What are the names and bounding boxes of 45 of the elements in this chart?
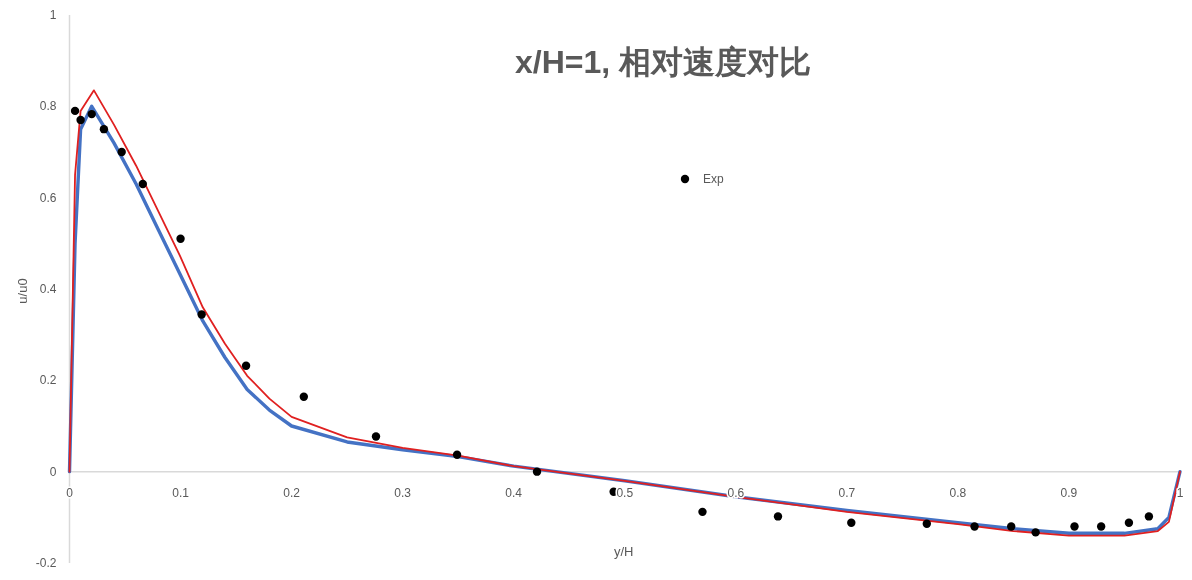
point	[922, 519, 932, 528]
x-tick-label: 0.5	[616, 485, 634, 500]
point	[1124, 518, 1134, 528]
y-tick-label: -0.2	[35, 556, 57, 570]
point	[117, 147, 126, 157]
y-tick-label: 0.6	[39, 190, 57, 205]
x-tick-label: 0.9	[1060, 485, 1078, 500]
point	[847, 518, 856, 528]
x-axis-title: y/H	[614, 544, 634, 559]
point	[1031, 528, 1040, 537]
x-tick-label: 0.4	[505, 485, 523, 500]
point	[1070, 522, 1079, 531]
point	[371, 432, 381, 441]
point	[176, 234, 185, 243]
point	[87, 109, 96, 119]
point	[197, 310, 206, 319]
x-tick-label: 0	[66, 485, 74, 500]
point	[698, 507, 707, 517]
point	[452, 450, 462, 459]
x-tick-label: 0.8	[949, 485, 967, 500]
legend-label: Exp	[703, 172, 724, 186]
point	[1144, 512, 1154, 521]
y-tick-label: 1	[49, 8, 57, 22]
point	[138, 179, 147, 189]
point	[1007, 522, 1016, 531]
point	[773, 512, 783, 521]
y-tick-label: 0.8	[39, 99, 57, 114]
x-tick-label: 0.1	[172, 485, 190, 500]
point	[299, 392, 309, 401]
point	[970, 522, 979, 531]
y-tick-label: 0.2	[39, 373, 57, 388]
point	[532, 467, 542, 476]
x-tick-label: 0.2	[283, 485, 301, 500]
x-tick-label: 0.7	[838, 485, 856, 500]
y-axis-title: u/u0	[15, 278, 30, 304]
point	[99, 124, 109, 134]
point	[241, 361, 251, 370]
x-tick-label: 0.3	[394, 485, 412, 500]
point	[76, 115, 85, 125]
text: x/H=1, 相对速度对比	[514, 44, 812, 80]
y-tick-label: 0.4	[39, 282, 57, 296]
point	[70, 106, 80, 116]
x-tick-label: 1	[1176, 485, 1184, 500]
y-tick-label: 0	[49, 464, 57, 479]
point	[1096, 522, 1106, 531]
